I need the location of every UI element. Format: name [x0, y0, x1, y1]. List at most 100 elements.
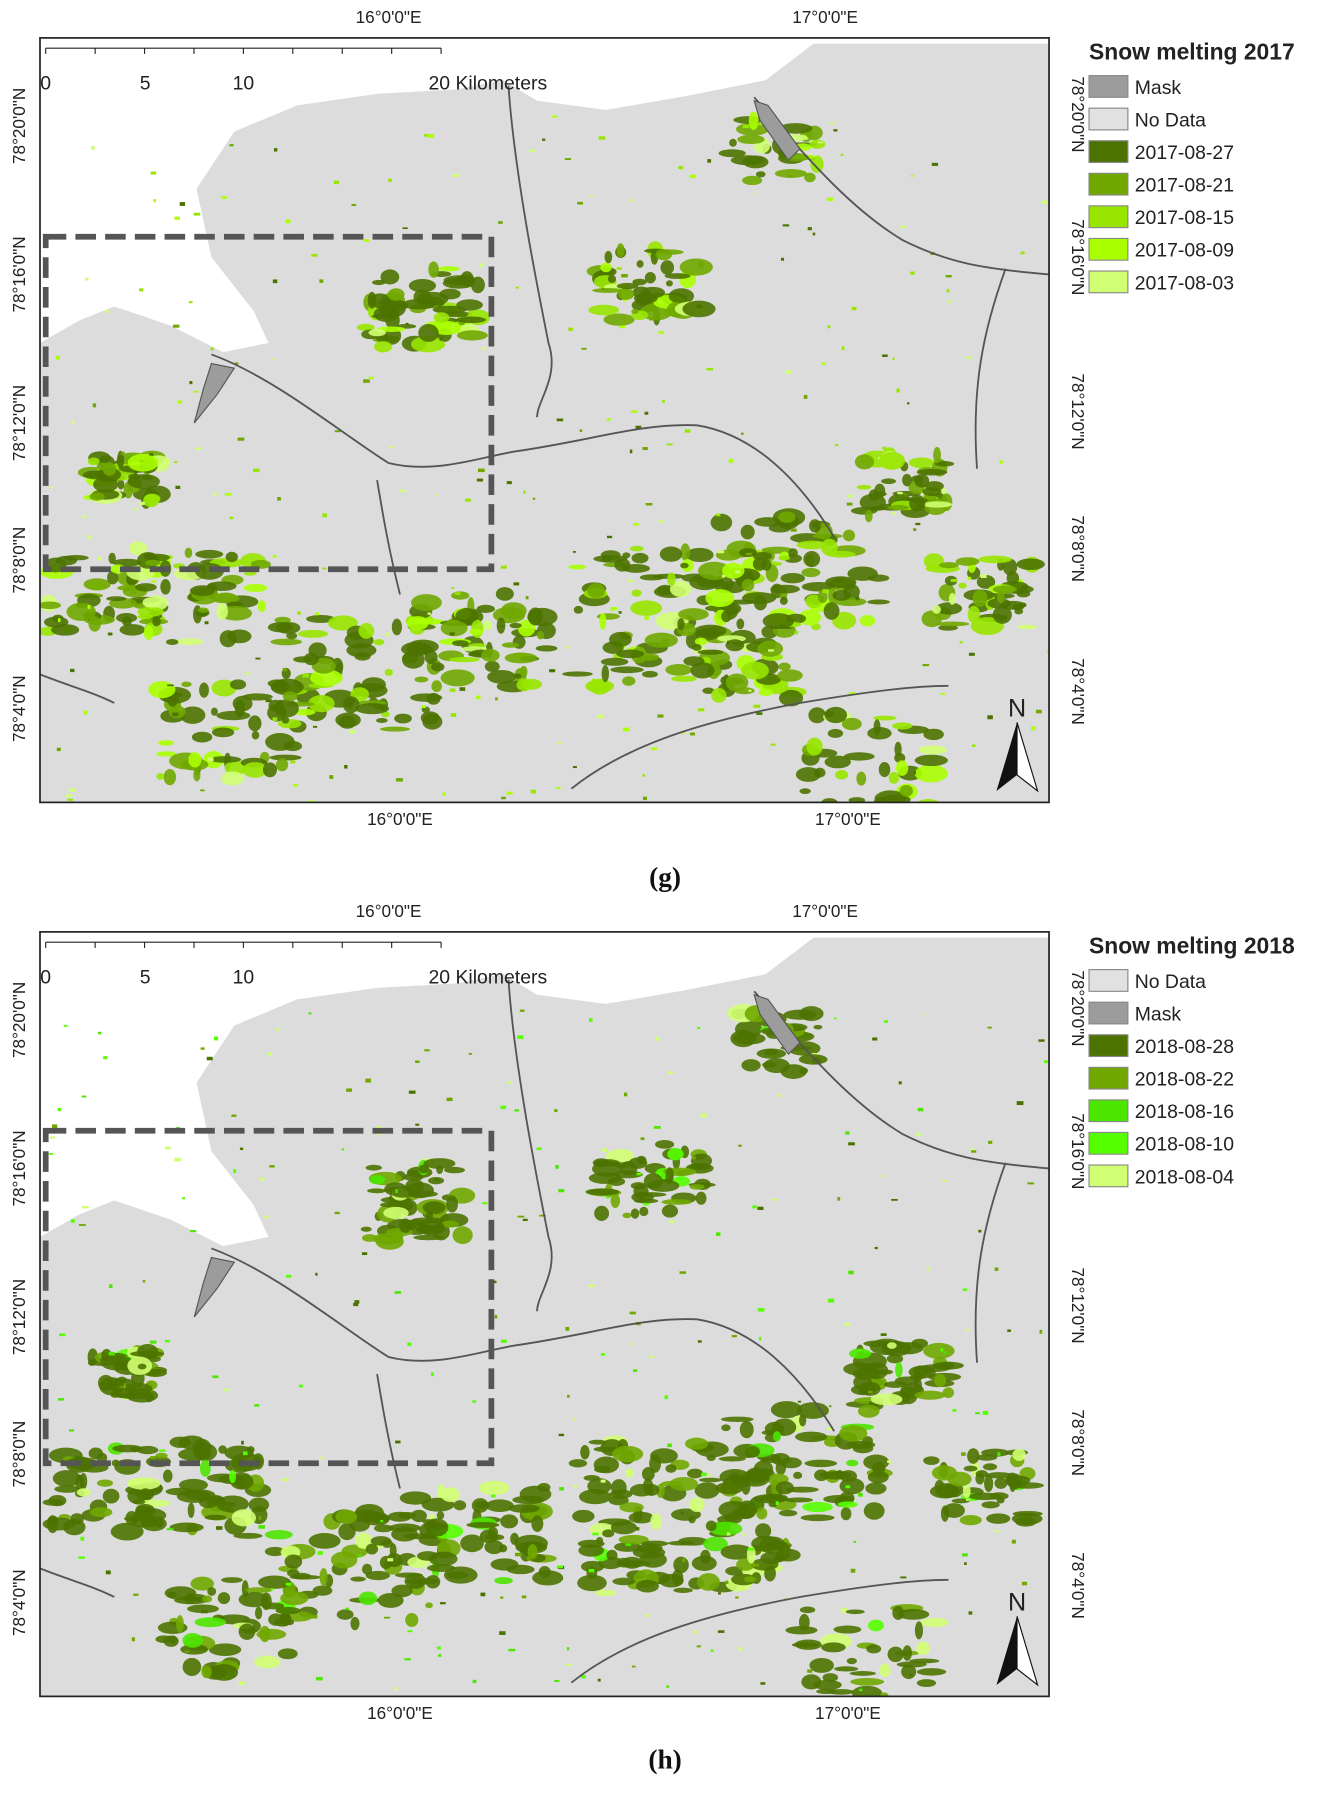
melt-patch	[683, 656, 705, 667]
speck	[940, 692, 946, 695]
melt-patch	[98, 1374, 114, 1391]
melt-patch	[456, 299, 483, 311]
melt-patch	[135, 583, 157, 592]
speck	[848, 692, 855, 695]
speck	[334, 430, 341, 433]
melt-patch	[822, 1673, 839, 1682]
melt-patch	[448, 656, 480, 663]
melt-patch	[535, 645, 558, 652]
speck	[592, 678, 596, 682]
melt-patch	[377, 1592, 404, 1608]
melt-patch	[256, 1628, 287, 1640]
melt-patch	[833, 1625, 862, 1634]
melt-patch	[117, 450, 125, 469]
melt-patch	[851, 1685, 883, 1697]
speck	[691, 1156, 696, 1160]
melt-patch	[612, 1445, 644, 1463]
speck	[70, 668, 75, 673]
melt-patch	[414, 676, 429, 683]
melt-patch	[849, 1348, 872, 1359]
melt-patch	[909, 1374, 925, 1380]
speck	[828, 1405, 832, 1408]
melt-patch	[168, 705, 186, 719]
speck	[1036, 709, 1042, 714]
melt-patch	[984, 1474, 994, 1493]
speck	[353, 1302, 359, 1307]
speck	[826, 197, 834, 202]
speck	[264, 1215, 270, 1218]
melt-patch	[823, 1495, 855, 1504]
melt-patch	[501, 642, 520, 648]
melt-patch	[873, 719, 881, 736]
melt-patch	[780, 1064, 807, 1079]
melt-patch	[460, 1534, 484, 1553]
speck	[269, 1165, 275, 1168]
river	[39, 673, 115, 704]
melt-patch	[600, 550, 621, 560]
speck	[628, 579, 633, 583]
melt-patch	[243, 583, 268, 592]
speck	[109, 1284, 113, 1288]
melt-patch	[616, 649, 645, 659]
melt-patch	[665, 1464, 677, 1473]
speck	[868, 1390, 873, 1394]
speck	[758, 1336, 762, 1341]
melt-patch	[354, 652, 371, 661]
speck	[717, 1630, 725, 1633]
speck	[622, 727, 630, 732]
speck	[666, 1685, 669, 1688]
speck	[172, 324, 180, 328]
melt-patch	[361, 677, 386, 692]
melt-patch	[354, 1503, 384, 1522]
melt-patch	[182, 1633, 204, 1648]
melt-patch	[777, 669, 803, 682]
speck	[635, 1527, 640, 1531]
speck	[105, 309, 110, 313]
melt-patch	[408, 279, 437, 293]
melt-patch	[799, 1606, 816, 1614]
right-coord: 78°20'0"N	[1068, 76, 1088, 152]
speck	[708, 1474, 712, 1477]
speck	[476, 478, 484, 482]
melt-patch	[158, 740, 175, 746]
melt-patch	[379, 1555, 393, 1570]
speck	[286, 1274, 292, 1278]
speck	[525, 596, 529, 600]
speck	[972, 744, 976, 748]
melt-patch	[360, 1226, 372, 1232]
melt-patch	[813, 1679, 842, 1690]
melt-patch	[655, 249, 673, 261]
melt-patch	[356, 323, 375, 331]
melt-patch	[514, 673, 522, 679]
speck	[606, 1196, 609, 1199]
speck	[855, 596, 860, 601]
speck	[315, 1677, 323, 1681]
melt-patch	[208, 756, 242, 763]
speck	[859, 1688, 863, 1692]
speck	[891, 512, 897, 515]
speck	[945, 275, 952, 278]
melt-patch	[981, 1501, 1000, 1509]
melt-patch	[110, 1522, 144, 1541]
left-coord: 78°12'0"N	[9, 385, 29, 461]
melt-patch	[176, 1615, 184, 1633]
melt-patch	[601, 665, 610, 683]
melt-patch	[610, 1193, 621, 1208]
melt-patch	[725, 673, 749, 692]
speck	[923, 1013, 927, 1016]
melt-patch	[914, 474, 930, 488]
speck	[254, 1404, 260, 1407]
melt-patch	[802, 1501, 833, 1513]
melt-patch	[289, 1574, 322, 1580]
melt-patch	[349, 1518, 370, 1532]
melt-patch	[976, 575, 996, 589]
melt-patch	[494, 1577, 513, 1585]
melt-patch	[585, 1188, 620, 1196]
speck	[970, 1147, 974, 1151]
melt-patch	[148, 681, 176, 699]
melt-patch	[368, 328, 386, 337]
melt-patch	[630, 1182, 647, 1190]
melt-patch	[257, 600, 267, 612]
melt-patch	[996, 590, 1005, 604]
speck	[298, 1384, 303, 1388]
